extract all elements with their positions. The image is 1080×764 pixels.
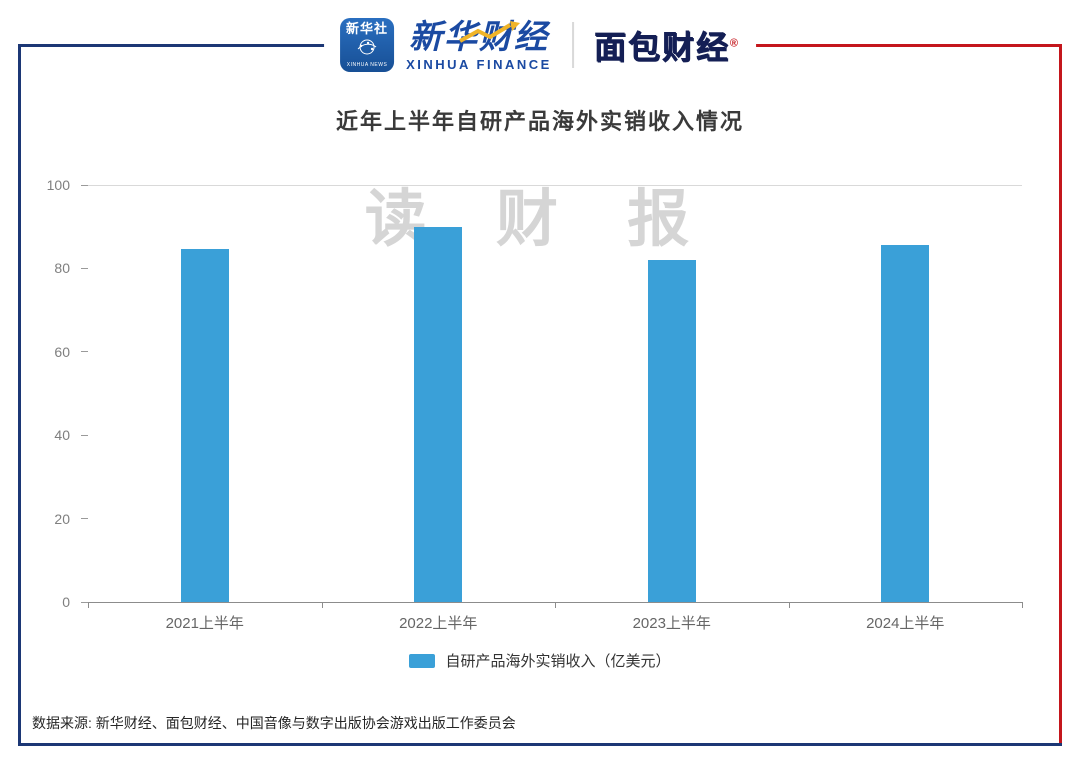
- y-tick-mark: [81, 184, 88, 186]
- frame-border-bottom: [18, 743, 1062, 746]
- bar-slot: [322, 185, 556, 602]
- y-tick-label: 80: [54, 260, 70, 277]
- mianbao-finance-text: 面包财经: [593, 29, 730, 65]
- xinhua-badge-cn-label: 新华社: [346, 21, 389, 36]
- bars-row: [88, 185, 1022, 602]
- xinhua-news-agency-logo: 新华社 XINHUA NEWS: [340, 18, 395, 72]
- mianbao-finance-logo: 面包财经®: [594, 22, 740, 68]
- chart-title: 近年上半年自研产品海外实销收入情况: [335, 109, 744, 134]
- legend-label: 自研产品海外实销收入（亿美元）: [445, 653, 671, 670]
- registered-trademark-icon: ®: [729, 37, 740, 50]
- frame-border-top-right: [744, 44, 1062, 47]
- x-tick-mark: [555, 602, 556, 608]
- xinhua-finance-en: XINHUA FINANCE: [406, 56, 552, 72]
- y-tick-mark: [81, 267, 88, 269]
- y-tick-label: 0: [62, 594, 70, 610]
- y-tick-mark: [81, 601, 88, 603]
- bar-slot: [789, 185, 1023, 602]
- y-tick-label: 40: [54, 427, 70, 444]
- x-tick-mark: [1022, 602, 1023, 608]
- frame-border-right: [1059, 44, 1062, 746]
- globe-icon: [356, 38, 378, 61]
- y-tick-mark: [81, 351, 88, 353]
- y-tick-label: 60: [54, 343, 70, 360]
- logo-divider: [571, 22, 574, 68]
- bar: [414, 227, 463, 602]
- x-tick-label: 2023上半年: [632, 615, 711, 632]
- x-tick-mark: [88, 602, 89, 608]
- bar: [647, 259, 696, 602]
- xinhua-finance-logo: 新华财经 XINHUA FINANCE: [406, 17, 552, 72]
- x-tick-mark: [321, 602, 323, 608]
- y-tick-mark: [81, 518, 88, 520]
- bar-slot: [88, 185, 322, 602]
- legend-swatch: [409, 653, 436, 668]
- frame-border-left: [18, 44, 21, 746]
- y-tick-label: 20: [54, 510, 70, 527]
- frame-border-top-left: [18, 44, 332, 47]
- x-axis-line: [88, 602, 1022, 603]
- plot-area: 0 20 40 60 80 100: [47, 177, 1023, 610]
- header-logos: 新华社 XINHUA NEWS 新华财经 XINHUA FI: [324, 6, 756, 84]
- x-tick-label: 2022上半年: [399, 615, 478, 632]
- xinhua-badge-en-label: XINHUA NEWS: [346, 62, 388, 68]
- gridline-top: [88, 185, 1022, 186]
- data-source-note: 数据来源: 新华财经、面包财经、中国音像与数字出版协会游戏出版工作委员会: [32, 715, 516, 731]
- xinhua-finance-cn: 新华财经: [408, 17, 549, 55]
- bar: [180, 248, 229, 602]
- legend: 自研产品海外实销收入（亿美元）: [0, 650, 1080, 671]
- y-tick-mark: [81, 434, 88, 436]
- x-tick-label: 2024上半年: [866, 615, 945, 632]
- bar-slot: [555, 185, 789, 602]
- bar: [881, 245, 930, 602]
- x-tick-label: 2021上半年: [165, 615, 244, 632]
- x-tick-mark: [788, 602, 790, 608]
- x-labels: 2021上半年 2022上半年 2023上半年 2024上半年: [88, 612, 1022, 633]
- y-tick-label: 100: [46, 177, 70, 193]
